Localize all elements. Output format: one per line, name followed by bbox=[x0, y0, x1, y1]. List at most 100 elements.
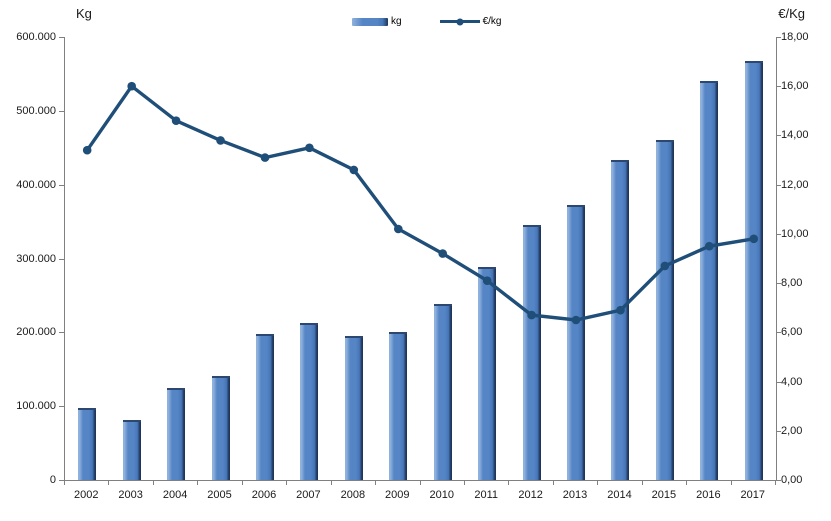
x-tick-mark bbox=[197, 480, 199, 485]
x-tick-mark bbox=[330, 480, 332, 485]
line-marker-2006 bbox=[260, 153, 270, 162]
left-tick-mark bbox=[59, 37, 64, 38]
line-marker-2003 bbox=[127, 81, 136, 91]
x-tick-mark bbox=[241, 480, 243, 485]
line-marker-2007 bbox=[305, 143, 314, 153]
x-category-label: 2016 bbox=[696, 489, 721, 501]
x-category-label: 2005 bbox=[207, 489, 232, 501]
x-tick-mark bbox=[463, 480, 465, 485]
bar-2013 bbox=[567, 204, 586, 480]
right-tick-label: 8,00 bbox=[781, 277, 803, 290]
line-marker-2016 bbox=[705, 241, 714, 251]
bar-2005 bbox=[211, 375, 230, 480]
left-tick-mark bbox=[59, 480, 64, 481]
bar-2015 bbox=[655, 140, 674, 480]
legend-label-kg: kg bbox=[391, 16, 402, 27]
bar-2007 bbox=[300, 322, 319, 480]
x-category-label: 2011 bbox=[474, 489, 498, 501]
x-category-label: 2003 bbox=[118, 489, 143, 501]
right-tick-mark bbox=[776, 233, 781, 235]
line-marker-2014 bbox=[616, 305, 625, 315]
line-marker-2012 bbox=[527, 310, 536, 320]
left-tick-label: 300.000 bbox=[16, 252, 56, 265]
x-category-label: 2010 bbox=[429, 489, 454, 501]
right-axis-title: €/Kg bbox=[778, 6, 805, 21]
x-category-label: 2008 bbox=[340, 489, 366, 501]
left-tick-mark bbox=[59, 332, 64, 334]
right-tick-label: 18,00 bbox=[781, 31, 809, 43]
right-tick-mark bbox=[776, 86, 781, 88]
line-marker-icon bbox=[456, 18, 464, 25]
x-category-label: 2006 bbox=[251, 489, 277, 501]
left-tick-mark bbox=[59, 184, 64, 186]
x-tick-mark bbox=[597, 480, 599, 485]
left-tick-label: 600.000 bbox=[16, 31, 56, 43]
right-tick-label: 14,00 bbox=[781, 129, 809, 142]
line-series-swatch-icon bbox=[439, 18, 480, 25]
bar-series-swatch-icon bbox=[352, 17, 388, 26]
line-marker-2015 bbox=[660, 261, 670, 271]
x-category-label: 2004 bbox=[162, 489, 188, 501]
x-tick-mark bbox=[641, 480, 643, 485]
x-category-label: 2007 bbox=[296, 489, 321, 501]
left-tick-mark bbox=[59, 258, 64, 260]
right-tick-mark bbox=[776, 480, 781, 481]
right-tick-label: 4,00 bbox=[781, 375, 803, 388]
left-tick-label: 0 bbox=[49, 474, 56, 486]
bar-2012 bbox=[522, 225, 541, 480]
line-marker-2010 bbox=[438, 249, 448, 258]
left-axis-title: Kg bbox=[76, 6, 92, 21]
line-marker-2009 bbox=[394, 224, 403, 234]
line-marker-2017 bbox=[749, 234, 759, 244]
x-category-label: 2012 bbox=[518, 489, 543, 501]
x-category-label: 2014 bbox=[607, 489, 632, 501]
legend-item-eur-kg: €/kg bbox=[439, 16, 502, 27]
bar-2003 bbox=[122, 420, 141, 480]
x-tick-mark bbox=[375, 480, 377, 485]
bar-2010 bbox=[433, 303, 452, 480]
x-category-label: 2013 bbox=[562, 489, 588, 501]
x-category-label: 2017 bbox=[740, 489, 766, 501]
legend-item-kg: kg bbox=[352, 16, 402, 27]
x-tick-mark bbox=[508, 480, 510, 485]
x-category-label: 2002 bbox=[73, 489, 99, 501]
line-marker-2004 bbox=[171, 116, 181, 125]
right-tick-mark bbox=[776, 430, 781, 432]
right-tick-mark bbox=[776, 135, 781, 137]
bar-2017 bbox=[744, 60, 763, 480]
right-tick-label: 12,00 bbox=[781, 178, 809, 191]
line-marker-2005 bbox=[216, 136, 225, 145]
line-marker-2002 bbox=[82, 145, 92, 155]
right-tick-mark bbox=[776, 332, 781, 334]
x-tick-mark bbox=[108, 480, 110, 485]
x-tick-mark bbox=[775, 480, 776, 485]
right-tick-label: 2,00 bbox=[781, 424, 803, 437]
left-tick-label: 100.000 bbox=[16, 400, 56, 413]
x-category-label: 2009 bbox=[385, 489, 410, 501]
right-tick-label: 6,00 bbox=[781, 326, 803, 339]
x-tick-mark bbox=[152, 480, 154, 485]
bar-2002 bbox=[78, 408, 97, 480]
left-tick-label: 500.000 bbox=[16, 104, 56, 117]
bar-2009 bbox=[389, 331, 408, 480]
x-tick-mark bbox=[730, 480, 732, 485]
price-line bbox=[85, 83, 755, 322]
x-tick-mark bbox=[286, 480, 288, 485]
right-tick-label: 10,00 bbox=[781, 227, 809, 240]
right-tick-mark bbox=[776, 283, 781, 285]
x-tick-mark bbox=[419, 480, 421, 485]
line-marker-2013 bbox=[571, 315, 581, 325]
left-tick-mark bbox=[59, 110, 64, 112]
chart-legend: kg €/kg bbox=[352, 16, 501, 27]
bar-2004 bbox=[167, 387, 186, 480]
x-tick-mark bbox=[686, 480, 688, 485]
left-tick-label: 400.000 bbox=[16, 178, 56, 191]
legend-label-eur-kg: €/kg bbox=[482, 16, 502, 27]
right-tick-mark bbox=[776, 184, 781, 186]
right-tick-mark bbox=[776, 381, 781, 383]
right-tick-label: 16,00 bbox=[781, 80, 809, 93]
plot-area bbox=[64, 37, 777, 481]
bar-2006 bbox=[255, 333, 274, 480]
right-tick-label: 0,00 bbox=[781, 474, 803, 486]
